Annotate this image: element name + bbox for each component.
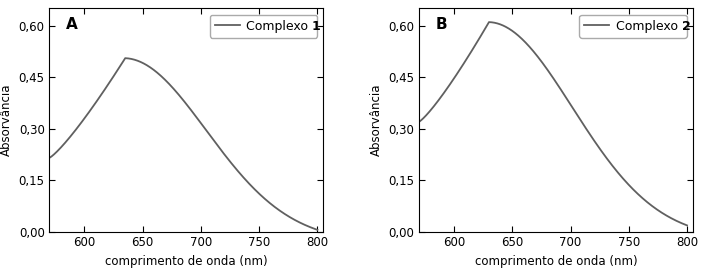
Legend: Complexo : Complexo xyxy=(210,15,317,38)
Text: A: A xyxy=(66,17,78,32)
Text: 1: 1 xyxy=(312,20,321,33)
X-axis label: comprimento de onda (nm): comprimento de onda (nm) xyxy=(474,255,637,268)
Text: 2: 2 xyxy=(682,20,690,33)
Y-axis label: Absorvância: Absorvância xyxy=(370,84,382,156)
X-axis label: comprimento de onda (nm): comprimento de onda (nm) xyxy=(105,255,268,268)
Text: B: B xyxy=(436,17,447,32)
Y-axis label: Absorvância: Absorvância xyxy=(0,84,13,156)
Legend: Complexo : Complexo xyxy=(579,15,686,38)
